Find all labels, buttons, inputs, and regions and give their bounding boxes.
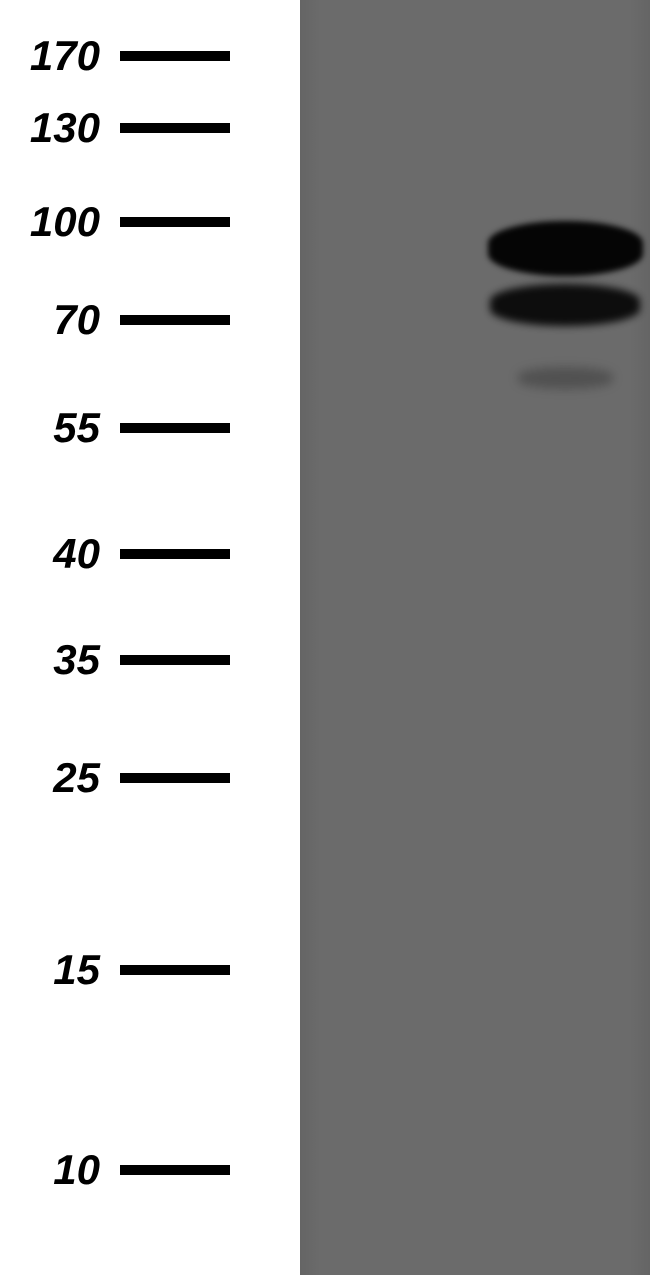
western-blot-figure: 170 130 100 70 55 40 35 25 15 10	[0, 0, 650, 1275]
protein-band	[488, 221, 643, 276]
ladder-marker-label: 130	[0, 104, 120, 152]
ladder-marker-label: 10	[0, 1146, 120, 1194]
ladder-marker-tick	[120, 123, 230, 133]
ladder-marker: 40	[0, 534, 230, 574]
ladder-marker-label: 55	[0, 404, 120, 452]
molecular-weight-ladder: 170 130 100 70 55 40 35 25 15 10	[0, 0, 300, 1275]
ladder-marker-tick	[120, 965, 230, 975]
ladder-marker-tick	[120, 217, 230, 227]
ladder-marker: 25	[0, 758, 230, 798]
blot-membrane	[300, 0, 650, 1275]
ladder-marker-tick	[120, 51, 230, 61]
ladder-marker-tick	[120, 773, 230, 783]
ladder-marker: 35	[0, 640, 230, 680]
ladder-marker: 55	[0, 408, 230, 448]
ladder-marker-label: 35	[0, 636, 120, 684]
ladder-marker: 130	[0, 108, 230, 148]
ladder-marker-tick	[120, 423, 230, 433]
ladder-marker-tick	[120, 655, 230, 665]
ladder-marker-tick	[120, 549, 230, 559]
ladder-marker-label: 40	[0, 530, 120, 578]
ladder-marker: 170	[0, 36, 230, 76]
protein-band	[490, 284, 640, 326]
ladder-marker-label: 70	[0, 296, 120, 344]
protein-band	[518, 367, 613, 389]
ladder-marker: 15	[0, 950, 230, 990]
ladder-marker: 70	[0, 300, 230, 340]
ladder-marker-label: 100	[0, 198, 120, 246]
ladder-marker-label: 15	[0, 946, 120, 994]
ladder-marker: 10	[0, 1150, 230, 1190]
ladder-marker-label: 25	[0, 754, 120, 802]
ladder-marker: 100	[0, 202, 230, 242]
ladder-marker-label: 170	[0, 32, 120, 80]
ladder-marker-tick	[120, 315, 230, 325]
ladder-marker-tick	[120, 1165, 230, 1175]
